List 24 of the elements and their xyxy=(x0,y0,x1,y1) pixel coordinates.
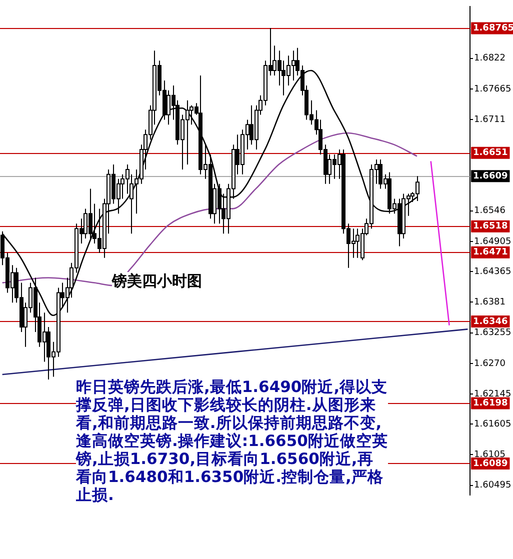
y-tick-label: 1.6711 xyxy=(474,115,506,126)
annotation: 昨日英镑先跌后涨,最低1.6490附近,得以支撑反弹,日图收下影线较长的阴柱.从图形来看,和前期思路一致.所以保持前期思路不变,逢高做空英镑.操作建议:1.6650附近做空英镑,止损1.6730,目标看向1.6560附近,再看向1.6480和1.6350附近.控制仓量,严格止损. xyxy=(76,378,388,504)
line-series xyxy=(2,132,418,286)
ref-line-label: 1.6346 xyxy=(473,316,508,327)
ref-line-label: 1.6609 xyxy=(473,171,508,182)
y-tick-label: 1.63255 xyxy=(474,328,512,338)
y-tick-label: 1.64905 xyxy=(474,236,512,247)
y-tick-label: 1.62145 xyxy=(474,389,512,400)
y-tick-label: 1.61605 xyxy=(474,419,512,430)
annotation: 镑美四小时图 xyxy=(112,272,202,291)
ref-line-label: 1.6471 xyxy=(473,248,508,258)
ref-line-label: 1.6651 xyxy=(473,148,508,158)
y-tick-label: 1.60495 xyxy=(474,480,512,491)
y-tick-label: 1.6822 xyxy=(474,54,506,64)
y-tick-label: 1.6381 xyxy=(474,297,506,308)
y-tick-label: 1.6546 xyxy=(474,206,506,216)
y-tick-label: 1.6105 xyxy=(474,450,506,460)
ref-line-label: 1.68765 xyxy=(473,24,513,34)
ref-line-label: 1.6089 xyxy=(473,458,508,469)
ref-line-label: 1.6518 xyxy=(473,222,508,232)
ref-line-label: 1.6198 xyxy=(473,398,508,409)
y-tick-label: 1.64365 xyxy=(474,266,512,277)
y-tick-label: 1.67665 xyxy=(474,84,512,94)
y-tick-label: 1.6270 xyxy=(474,358,506,369)
